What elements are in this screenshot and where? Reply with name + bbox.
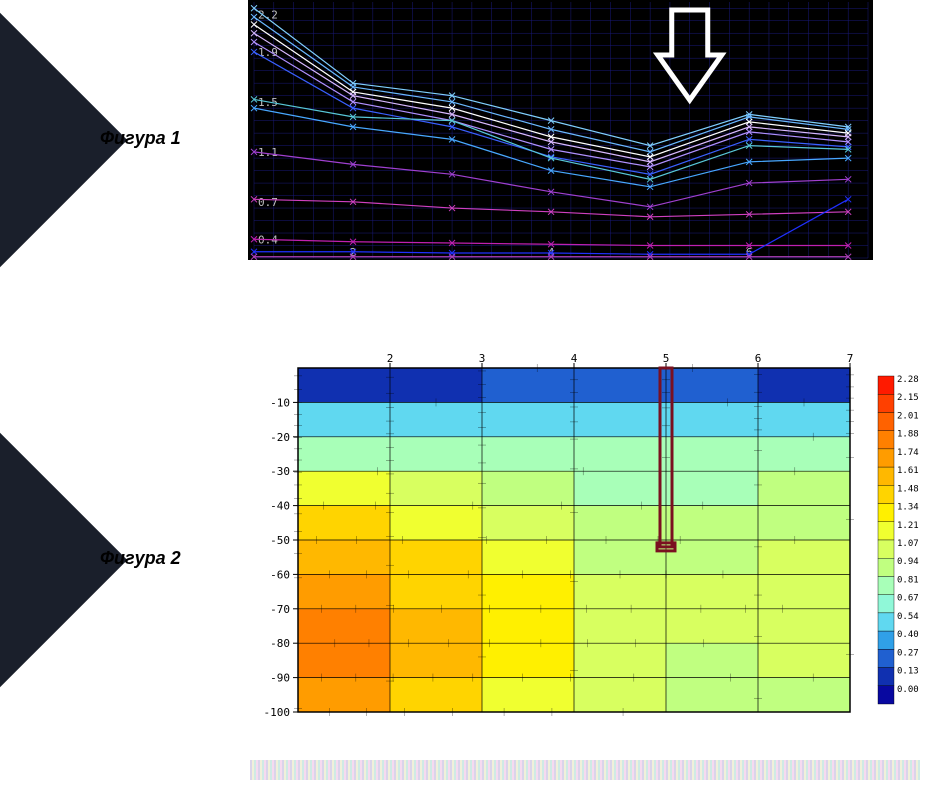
svg-text:0.81: 0.81 <box>897 575 919 585</box>
svg-text:4: 4 <box>571 352 578 365</box>
svg-text:5: 5 <box>663 352 670 365</box>
svg-text:-100: -100 <box>264 706 291 719</box>
figure1-label: Фигура 1 <box>100 128 181 149</box>
svg-text:-10: -10 <box>270 396 290 409</box>
svg-text:2.01: 2.01 <box>897 411 919 421</box>
figure2-label: Фигура 2 <box>100 548 181 569</box>
svg-text:-70: -70 <box>270 603 290 616</box>
svg-text:0.67: 0.67 <box>897 594 919 604</box>
svg-text:-20: -20 <box>270 431 290 444</box>
svg-text:0.94: 0.94 <box>897 557 919 567</box>
svg-text:-60: -60 <box>270 568 290 581</box>
page-root: Фигура 1 Фигура 2 2460.40.71.11.51.92.2 … <box>0 0 940 788</box>
svg-text:1.48: 1.48 <box>897 484 919 494</box>
noise-strip-decoration <box>250 760 920 780</box>
svg-text:1.21: 1.21 <box>897 521 919 531</box>
figure2-chart: 2 3 4 5 6 7 -10 -20 -30 -40 -50 -60 -70 -80 -90 -100 2.2… <box>250 350 930 720</box>
svg-text:2.15: 2.15 <box>897 393 919 403</box>
figure1-svg: 2460.40.71.11.51.92.2 <box>248 0 873 260</box>
svg-text:0.13: 0.13 <box>897 667 919 677</box>
svg-text:0.27: 0.27 <box>897 648 919 658</box>
figure1-chart: 2460.40.71.11.51.92.2 <box>248 0 873 260</box>
svg-text:-80: -80 <box>270 637 290 650</box>
svg-text:2: 2 <box>387 352 394 365</box>
svg-text:1.74: 1.74 <box>897 448 919 458</box>
svg-text:3: 3 <box>479 352 486 365</box>
figure1-label-block: Фигура 1 <box>0 50 230 230</box>
svg-text:1.9: 1.9 <box>258 46 278 59</box>
svg-text:1.88: 1.88 <box>897 430 919 440</box>
svg-text:0.00: 0.00 <box>897 685 919 695</box>
svg-text:7: 7 <box>847 352 854 365</box>
svg-text:1.61: 1.61 <box>897 466 919 476</box>
svg-text:6: 6 <box>755 352 762 365</box>
svg-text:0.40: 0.40 <box>897 630 919 640</box>
figure2-svg: 2 3 4 5 6 7 -10 -20 -30 -40 -50 -60 -70 -80 -90 -100 2.2… <box>250 350 930 720</box>
figure2-label-block: Фигура 2 <box>0 470 230 650</box>
svg-text:1.34: 1.34 <box>897 503 919 513</box>
svg-text:1.07: 1.07 <box>897 539 919 549</box>
svg-text:-40: -40 <box>270 500 290 513</box>
svg-text:2.28: 2.28 <box>897 375 919 385</box>
svg-text:0.7: 0.7 <box>258 196 278 209</box>
svg-text:-90: -90 <box>270 672 290 685</box>
svg-text:-50: -50 <box>270 534 290 547</box>
svg-text:-30: -30 <box>270 465 290 478</box>
svg-text:0.54: 0.54 <box>897 612 919 622</box>
